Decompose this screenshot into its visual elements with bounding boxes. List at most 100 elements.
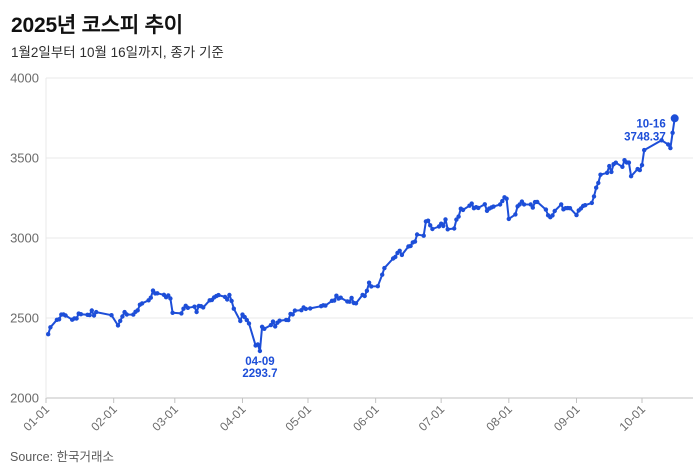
data-point	[120, 314, 125, 319]
page-title: 2025년 코스피 추이	[11, 14, 183, 37]
annotation-last-date: 10-16	[636, 118, 665, 130]
data-point	[430, 226, 435, 232]
data-point	[78, 312, 84, 317]
source-credit: Source: 한국거래소	[10, 450, 115, 464]
data-point	[397, 248, 402, 253]
data-point	[257, 348, 263, 354]
data-point	[380, 272, 385, 277]
y-axis-tick-label: 2500	[10, 311, 39, 326]
x-axis-tick-label: 01-01	[21, 402, 53, 434]
data-point	[166, 293, 171, 298]
x-axis-tick-label: 04-01	[217, 402, 249, 434]
data-point	[168, 296, 173, 301]
data-point	[607, 163, 612, 169]
data-point	[535, 199, 540, 205]
data-point	[412, 239, 418, 244]
data-point	[56, 317, 62, 322]
data-point	[500, 198, 505, 204]
data-point	[620, 164, 625, 169]
data-point	[506, 216, 511, 222]
data-point	[74, 316, 79, 321]
y-axis-tick-label: 3500	[10, 151, 39, 166]
data-point	[238, 318, 243, 324]
data-point	[216, 292, 221, 298]
kospi-trend-line	[47, 117, 676, 352]
data-point	[476, 205, 481, 211]
data-point	[574, 212, 579, 218]
data-point	[441, 223, 446, 229]
data-point	[528, 202, 533, 207]
data-point	[591, 194, 597, 199]
data-point	[382, 265, 387, 271]
data-point	[666, 142, 671, 147]
data-point	[596, 180, 601, 186]
data-point	[639, 162, 645, 168]
data-point	[594, 185, 599, 190]
data-point	[262, 326, 267, 331]
data-point	[303, 306, 308, 312]
data-point	[375, 284, 380, 289]
data-point	[637, 167, 642, 173]
x-axis-tick-label: 08-01	[483, 402, 515, 434]
data-point	[268, 322, 274, 328]
data-point	[414, 232, 420, 237]
x-axis-tick-label: 06-01	[350, 402, 382, 434]
data-point	[482, 202, 487, 207]
data-point	[148, 295, 153, 300]
data-point	[408, 243, 413, 249]
data-point	[642, 147, 647, 153]
y-axis-tick-label: 2000	[10, 391, 39, 406]
data-point	[308, 306, 313, 311]
annotation-low-value: 2293.7	[242, 368, 277, 380]
data-point	[443, 217, 448, 222]
data-point	[124, 312, 129, 317]
data-point	[347, 299, 352, 304]
annotation-last-value: 3748.37	[624, 131, 666, 143]
data-point	[332, 298, 337, 303]
data-point	[567, 206, 573, 211]
data-point	[135, 308, 140, 313]
data-point	[513, 212, 518, 217]
data-point	[227, 292, 232, 298]
data-point	[364, 288, 370, 293]
data-point	[369, 284, 374, 289]
y-axis-tick-label: 4000	[10, 71, 39, 86]
data-point	[91, 313, 97, 318]
data-point	[139, 301, 145, 306]
data-point	[118, 318, 123, 324]
data-point	[246, 321, 252, 326]
data-point	[497, 202, 503, 207]
data-point	[115, 323, 121, 328]
data-point	[87, 312, 92, 318]
data-point	[286, 317, 291, 323]
data-point	[452, 226, 457, 231]
x-axis-tick-label: 09-01	[551, 402, 583, 434]
data-point	[609, 169, 614, 175]
data-point	[323, 303, 328, 308]
data-point	[270, 319, 276, 324]
data-point	[155, 291, 160, 296]
data-point	[604, 170, 610, 175]
data-point	[460, 207, 466, 213]
x-axis-tick-label: 10-01	[617, 402, 649, 434]
data-point	[668, 145, 673, 151]
x-axis-tick-label: 03-01	[149, 402, 181, 434]
data-point	[338, 295, 343, 300]
data-point	[491, 204, 496, 209]
data-point	[399, 252, 405, 258]
data-point	[292, 308, 298, 313]
annotation-low-date: 04-09	[245, 356, 274, 368]
data-point	[353, 301, 359, 306]
data-point	[244, 317, 249, 323]
x-axis-tick-label: 02-01	[88, 402, 120, 434]
data-point	[628, 174, 634, 179]
data-point	[550, 213, 555, 218]
data-point	[613, 160, 618, 165]
y-axis-tick-label: 3000	[10, 231, 39, 246]
data-point	[598, 172, 603, 177]
last-data-point	[670, 114, 679, 123]
data-point	[192, 304, 197, 309]
data-point	[421, 233, 426, 238]
